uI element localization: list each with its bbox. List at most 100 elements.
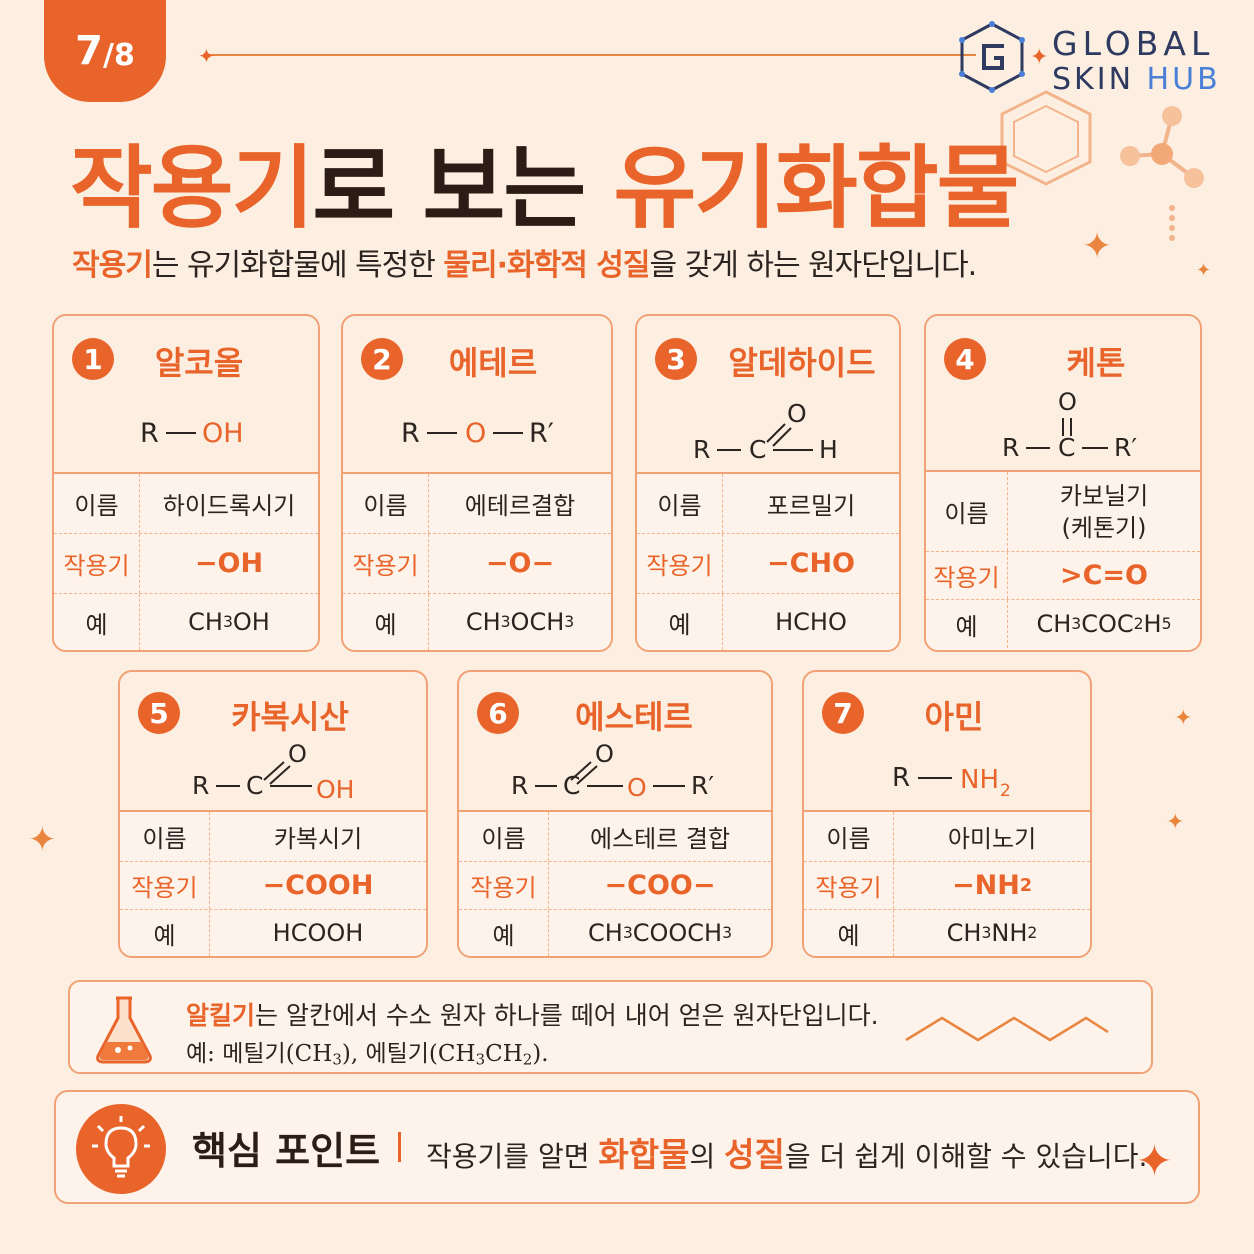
value-name: 아미노기 [947, 825, 1037, 853]
zigzag-chain-icon [905, 1016, 1109, 1042]
sparkle-icon: ✦ [1082, 226, 1113, 267]
svg-text:R′: R′ [529, 418, 554, 449]
value-name: 카보닐기 (케톤기) [1008, 472, 1200, 551]
value-group: −CHO [767, 548, 855, 579]
svg-text:OH: OH [316, 775, 354, 804]
label-name: 이름 [459, 812, 549, 861]
card-number: 4 [944, 338, 986, 380]
info-table: 이름 카보닐기 (케톤기) 작용기 >C=O 예 CH 3 COC 2 H 5 [926, 470, 1200, 650]
brand-logo: ✦ GLOBAL SKIN HUB [952, 18, 1232, 98]
subtitle-highlight-1: 작용기 [72, 248, 153, 283]
alkyl-definition: 알킬기는 알칸에서 수소 원자 하나를 떼어 내어 얻은 원자단입니다. [186, 996, 879, 1032]
card-title: 에스테르 [575, 698, 693, 736]
title-highlight-1: 작용기 [70, 136, 314, 241]
star-icon: ✦ [198, 44, 215, 68]
label-example: 예 [459, 910, 549, 956]
svg-text:R: R [401, 418, 420, 449]
key-text-1: 작용기를 알면 [426, 1140, 599, 1173]
header-divider [206, 54, 976, 56]
value-example: HCOOH [272, 919, 364, 947]
label-group: 작용기 [637, 534, 723, 593]
subtitle-highlight-2: 물리·화학적 성질 [443, 248, 650, 283]
structure-formula: R O R′ [401, 418, 554, 449]
svg-text:O: O [288, 740, 307, 768]
svg-text:R: R [192, 771, 209, 800]
value-group: −COO− [604, 870, 716, 901]
structure-formula: R NH 2 [892, 763, 1011, 801]
structure-formula: O R C OH [192, 740, 354, 804]
key-text-3: 을 더 쉽게 이해할 수 있습니다. [784, 1140, 1148, 1173]
label-example: 예 [54, 594, 140, 650]
label-group: 작용기 [120, 862, 210, 909]
subtitle-text-1: 는 유기화합물에 특정한 [151, 248, 444, 283]
card-number: 5 [138, 692, 180, 734]
info-table: 이름 에테르결합 작용기 −O− 예 CH 3 OCH 3 [343, 472, 611, 650]
card-number: 3 [655, 338, 697, 380]
value-example: HCHO [775, 608, 847, 636]
card-ether: 2 에테르 R O R′ 이름 에테르결합 작용기 −O− 예 CH 3 OCH 3 [341, 314, 613, 652]
key-point-label: 핵심 포인트 [192, 1129, 381, 1173]
card-title: 에테르 [448, 344, 538, 382]
label-example: 예 [804, 910, 894, 956]
svg-text:R′: R′ [1114, 433, 1137, 462]
page-indicator: 7 /8 [44, 0, 166, 102]
title-middle: 로 보는 [312, 136, 614, 241]
label-group: 작용기 [926, 552, 1008, 599]
title-highlight-2: 유기화합물 [613, 136, 1019, 241]
value-group: −COOH [262, 870, 374, 901]
value-name: 카복시기 [273, 825, 363, 853]
card-aldehyde: 3 알데하이드 O R C H 이름 포르밀기 작용기 −CHO 예 HCHO [635, 314, 901, 652]
svg-text:C: C [563, 771, 580, 800]
card-title: 아민 [924, 698, 984, 736]
key-highlight-1: 화합물 [598, 1135, 690, 1174]
svg-text:C: C [749, 435, 766, 464]
label-example: 예 [926, 600, 1008, 648]
info-table: 이름 카복시기 작용기 −COOH 예 HCOOH [120, 810, 426, 956]
structure-formula: R OH [140, 418, 244, 449]
label-name: 이름 [804, 812, 894, 861]
value-name-line2: (케톤기) [1061, 513, 1147, 542]
card-title: 카복시산 [231, 698, 349, 736]
value-group: −O− [485, 548, 555, 579]
svg-text:R: R [1002, 433, 1019, 462]
info-table: 이름 아미노기 작용기 −NH 2 예 CH 3 NH 2 [804, 810, 1090, 956]
page-title: 작용기로 보는 유기화합물 [70, 115, 1019, 245]
label-name: 이름 [343, 474, 429, 533]
value-example: CH 3 NH 2 [946, 919, 1038, 947]
value-group: −NH 2 [951, 870, 1033, 901]
card-number: 6 [477, 692, 519, 734]
page-total: /8 [103, 37, 135, 73]
structure-formula: O R C H [693, 399, 838, 464]
alkyl-text: 는 알칸에서 수소 원자 하나를 떼어 내어 얻은 원자단입니다. [255, 1001, 879, 1030]
label-name: 이름 [637, 474, 723, 533]
svg-text:OH: OH [202, 418, 244, 449]
value-name-line1: 카보닐기 [1059, 481, 1149, 510]
svg-text:C: C [1058, 433, 1075, 462]
label-name: 이름 [54, 474, 140, 533]
label-example: 예 [120, 910, 210, 956]
svg-text:R: R [140, 418, 159, 449]
label-name: 이름 [926, 472, 1008, 551]
sparkle-icon: ✦ [28, 820, 57, 860]
card-alcohol: 1 알코올 R OH 이름 하이드록시기 작용기 −OH 예 CH 3 OH [52, 314, 320, 652]
card-number: 2 [361, 338, 403, 380]
alkyl-highlight: 알킬기 [186, 1001, 256, 1030]
svg-text:R: R [693, 435, 710, 464]
card-number: 7 [822, 692, 864, 734]
page-subtitle: 작용기는 유기화합물에 특정한 물리·화학적 성질을 갖게 하는 원자단입니다. [72, 240, 977, 284]
logo-word-skin: SKIN [1052, 62, 1147, 97]
card-ketone: 4 케톤 O R C R′ 이름 카보닐기 (케톤기) 작용기 >C=O 예 CH 3 CO… [924, 314, 1202, 652]
sparkle-icon: ✦ [1196, 260, 1212, 281]
molecule-icon [1120, 106, 1204, 188]
label-group: 작용기 [804, 862, 894, 909]
page-current: 7 [75, 28, 103, 74]
value-group: −OH [194, 548, 264, 579]
label-example: 예 [343, 594, 429, 650]
info-table: 이름 하이드록시기 작용기 −OH 예 CH 3 OH [54, 472, 318, 650]
card-title: 알데하이드 [728, 344, 876, 382]
value-example: CH 3 OCH 3 [465, 608, 575, 636]
sparkle-icon: ✦ [1166, 810, 1185, 835]
svg-text:O: O [787, 399, 807, 428]
key-text-2: 의 [689, 1140, 725, 1173]
key-point-box: 핵심 포인트 작용기를 알면 화합물의 성질을 더 쉽게 이해할 수 있습니다.… [54, 1090, 1200, 1204]
